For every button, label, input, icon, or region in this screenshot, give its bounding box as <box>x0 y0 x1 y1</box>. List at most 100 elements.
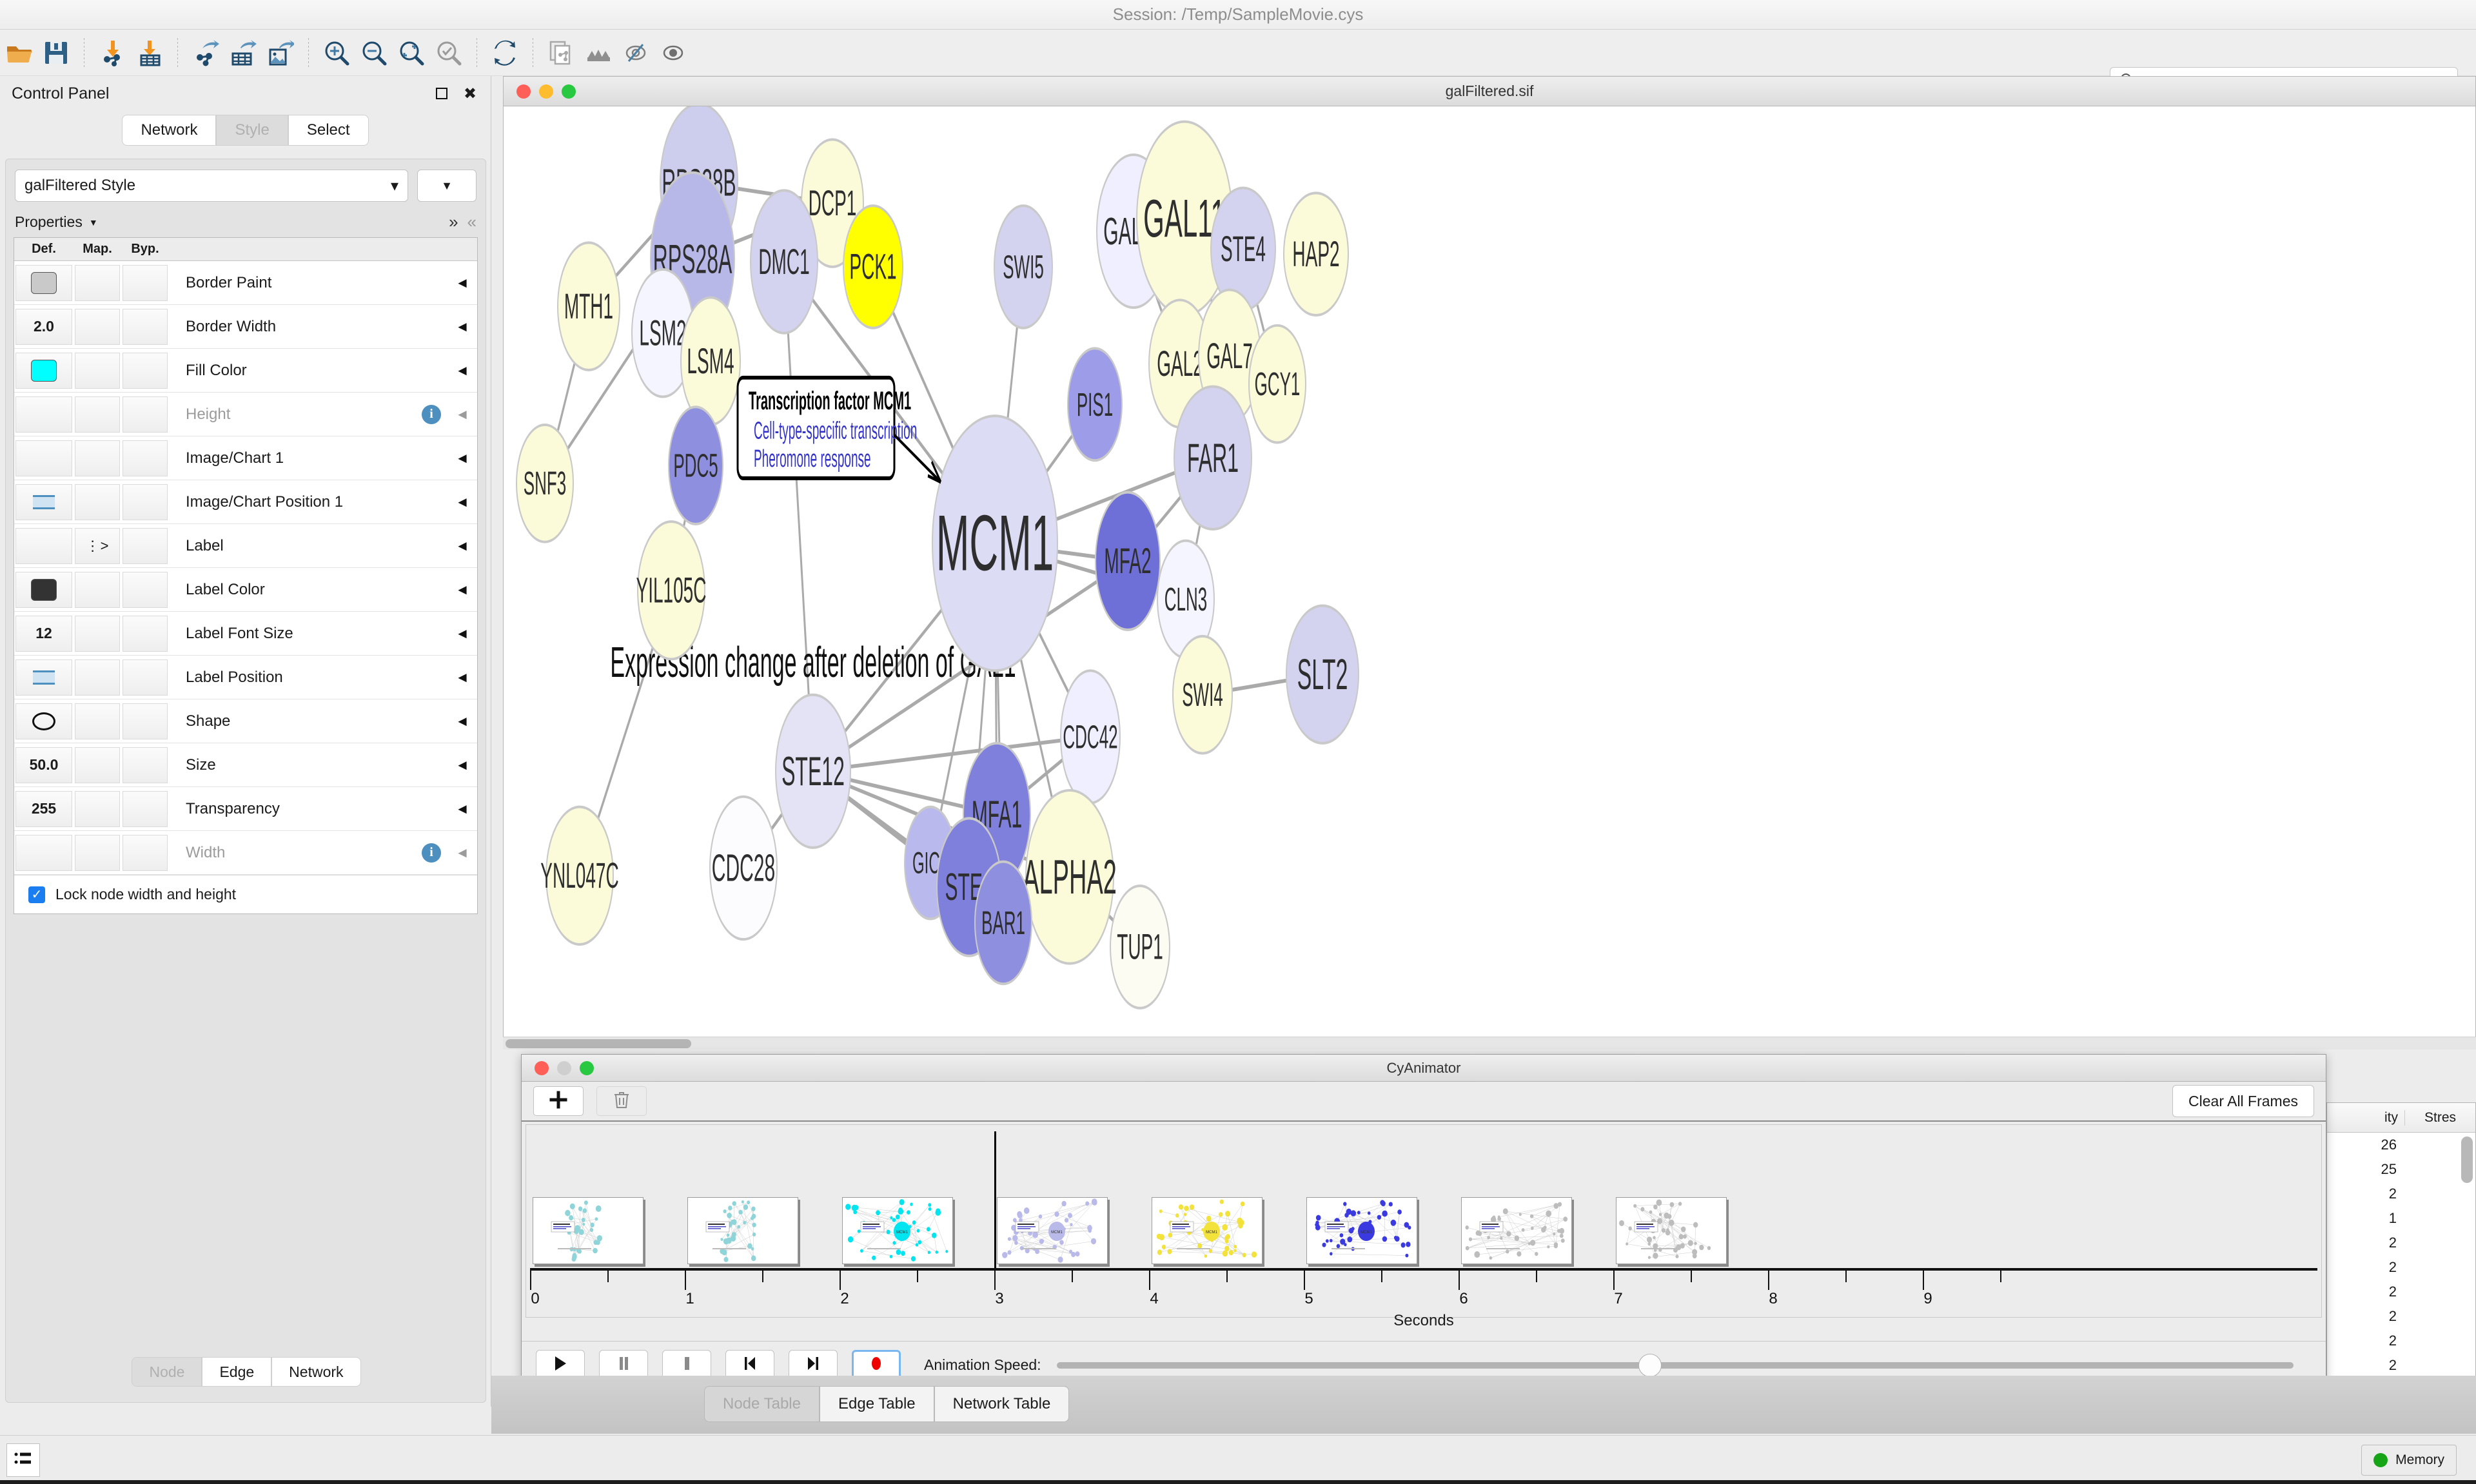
property-default-cell[interactable]: 255 <box>15 790 72 827</box>
property-bypass-cell[interactable] <box>123 264 168 301</box>
property-bypass-cell[interactable] <box>123 483 168 520</box>
property-row[interactable]: 12 Label Font Size ◄ <box>14 612 477 656</box>
network-node[interactable]: CDC42 <box>1060 669 1121 805</box>
expand-property-icon[interactable]: ◄ <box>455 844 469 861</box>
table-row[interactable]: 25 <box>2327 1157 2475 1182</box>
expand-property-icon[interactable]: ◄ <box>455 449 469 466</box>
property-mapping-cell[interactable]: ⋮> <box>75 527 120 564</box>
expand-property-icon[interactable]: ◄ <box>455 756 469 773</box>
network-node[interactable]: GCY1 <box>1248 324 1306 444</box>
network-node[interactable]: MTH1 <box>557 241 620 371</box>
tab-network[interactable]: Network <box>122 115 217 146</box>
property-mapping-cell[interactable] <box>75 440 120 476</box>
timeline-frame[interactable]: MCM1 <box>842 1197 953 1264</box>
network-node[interactable]: ALPHA2 <box>1023 788 1117 965</box>
property-row[interactable]: Image/Chart 1 ◄ <box>14 436 477 480</box>
network-node[interactable]: PDC5 <box>668 405 723 525</box>
expand-property-icon[interactable]: ◄ <box>455 493 469 510</box>
expand-property-icon[interactable]: ◄ <box>455 405 469 422</box>
expand-property-icon[interactable]: ◄ <box>455 800 469 817</box>
skip-start-button[interactable] <box>725 1349 774 1381</box>
tab-network-table[interactable]: Network Table <box>934 1386 1070 1422</box>
record-button[interactable] <box>852 1349 901 1381</box>
column-stress[interactable]: Stres <box>2404 1109 2475 1126</box>
tab-edge[interactable]: Edge <box>202 1357 272 1387</box>
property-row[interactable]: Image/Chart Position 1 ◄ <box>14 480 477 524</box>
property-row[interactable]: Height i ◄ <box>14 393 477 436</box>
close-icon[interactable]: ✖ <box>463 84 477 103</box>
property-bypass-cell[interactable] <box>123 703 168 739</box>
property-mapping-cell[interactable] <box>75 659 120 696</box>
property-default-cell[interactable] <box>15 571 72 608</box>
property-default-cell[interactable]: 2.0 <box>15 308 72 345</box>
property-default-cell[interactable] <box>15 352 72 389</box>
network-node[interactable]: MFA2 <box>1095 491 1161 631</box>
destroy-network-icon[interactable] <box>580 34 617 72</box>
property-bypass-cell[interactable] <box>123 352 168 389</box>
position-icon[interactable] <box>33 494 55 509</box>
property-mapping-cell[interactable] <box>75 396 120 433</box>
expand-property-icon[interactable]: ◄ <box>455 318 469 335</box>
property-bypass-cell[interactable] <box>123 396 168 433</box>
property-bypass-cell[interactable] <box>123 747 168 783</box>
network-node[interactable]: YIL105C <box>636 520 707 661</box>
property-default-cell[interactable] <box>15 703 72 739</box>
tab-node[interactable]: Node <box>132 1357 202 1387</box>
tab-select[interactable]: Select <box>288 115 369 146</box>
property-mapping-cell[interactable] <box>75 483 120 520</box>
timeline-frame[interactable]: MCM1 <box>1152 1197 1263 1264</box>
pause-button[interactable] <box>599 1349 648 1381</box>
network-node[interactable]: SWI5 <box>994 204 1053 329</box>
info-icon[interactable]: i <box>422 843 441 863</box>
scrollbar-thumb[interactable] <box>506 1039 691 1048</box>
network-node[interactable]: STE4 <box>1210 186 1276 312</box>
expand-property-icon[interactable]: ◄ <box>455 712 469 729</box>
new-network-icon[interactable] <box>542 34 580 72</box>
property-default-cell[interactable] <box>15 834 72 871</box>
property-row[interactable]: Width i ◄ <box>14 831 477 875</box>
network-node[interactable]: YNL047C <box>540 805 619 946</box>
zoom-in-icon[interactable] <box>318 34 355 72</box>
property-bypass-cell[interactable] <box>123 308 168 345</box>
animator-timeline[interactable]: MCM1 MCM1 MCM1 MCM1 0 1 2 3 4 5 6 7 8 9 Seconds <box>526 1124 2322 1329</box>
property-row[interactable]: Border Paint ◄ <box>14 261 477 305</box>
network-edge[interactable] <box>812 735 1091 774</box>
delete-frame-button[interactable] <box>596 1086 647 1116</box>
network-node[interactable]: MCM1 <box>932 415 1058 672</box>
network-node[interactable]: LSM2 <box>631 268 694 398</box>
tab-network-style[interactable]: Network <box>271 1357 361 1387</box>
table-row[interactable]: 26 <box>2327 1133 2475 1157</box>
callout-line-1[interactable]: Cell-type-specific transcription <box>754 418 917 445</box>
property-default-cell[interactable]: 50.0 <box>15 747 72 783</box>
property-row[interactable]: 2.0 Border Width ◄ <box>14 305 477 349</box>
close-window-icon[interactable] <box>516 84 531 99</box>
property-row[interactable]: 50.0 Size ◄ <box>14 743 477 787</box>
open-folder-icon[interactable] <box>0 34 37 72</box>
close-window-icon[interactable] <box>535 1060 549 1075</box>
lock-node-size-row[interactable]: ✓ Lock node width and height <box>14 875 477 913</box>
property-mapping-cell[interactable] <box>75 790 120 827</box>
property-row[interactable]: Label Position ◄ <box>14 656 477 699</box>
table-row[interactable]: 1 <box>2327 1206 2475 1231</box>
property-default-cell[interactable] <box>15 440 72 476</box>
network-canvas[interactable]: Expression change after deletion of GAL1… <box>504 106 2475 1049</box>
network-node[interactable]: SWI4 <box>1172 634 1233 755</box>
hide-selected-icon[interactable] <box>617 34 654 72</box>
property-default-cell[interactable] <box>15 396 72 433</box>
network-node[interactable]: CDC28 <box>709 795 778 941</box>
export-image-icon[interactable] <box>262 34 299 72</box>
expand-property-icon[interactable]: ◄ <box>455 581 469 598</box>
property-default-cell[interactable] <box>15 527 72 564</box>
chevron-down-icon[interactable]: ▼ <box>88 217 98 228</box>
show-task-list-button[interactable] <box>6 1443 40 1477</box>
expand-all-icon[interactable]: » <box>449 212 458 231</box>
property-bypass-cell[interactable] <box>123 571 168 608</box>
property-mapping-cell[interactable] <box>75 747 120 783</box>
style-select[interactable]: galFiltered Style ▾ <box>15 170 408 202</box>
network-node[interactable]: SLT2 <box>1286 604 1359 745</box>
network-node[interactable]: PCK1 <box>843 204 903 329</box>
import-network-icon[interactable] <box>93 34 131 72</box>
skip-end-button[interactable] <box>789 1349 838 1381</box>
property-default-cell[interactable]: 12 <box>15 615 72 652</box>
table-row[interactable]: 2 <box>2327 1255 2475 1280</box>
